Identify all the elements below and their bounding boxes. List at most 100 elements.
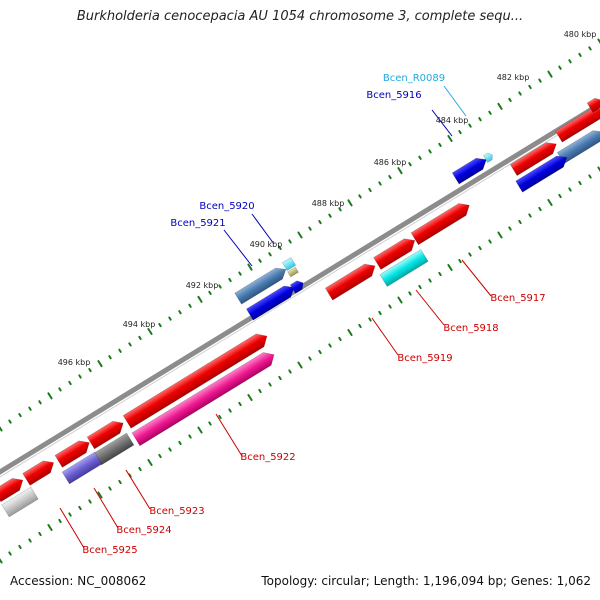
gene-arrow-bcen-5918-upper-shape[interactable] (373, 235, 419, 270)
gene-arrow-bcen-r0089-shape[interactable] (483, 151, 494, 163)
outer-ruler-minor-tick (128, 342, 132, 347)
inner-ruler-major-tick (597, 166, 600, 172)
outer-ruler-minor-tick (208, 290, 212, 295)
gene-arrow-small-blue[interactable] (289, 279, 305, 294)
gene-arrow-left-4-shape[interactable] (0, 474, 26, 503)
outer-ruler-major-tick (397, 167, 403, 175)
gene-arrow-bcen-5920[interactable] (281, 257, 297, 271)
gene-label-bcen-5923[interactable]: Bcen_5923 (149, 506, 204, 517)
outer-ruler-minor-tick (278, 245, 282, 250)
inner-ruler-minor-tick (228, 408, 232, 413)
outer-ruler-minor-tick (558, 65, 562, 70)
gene-arrow-outer-3-shape[interactable] (509, 138, 559, 177)
gene-label-bcen-5917[interactable]: Bcen_5917 (490, 293, 545, 304)
inner-ruler-major-tick (147, 459, 153, 466)
gene-arrow-left-3-shape[interactable] (22, 457, 58, 486)
gene-arrow-bcen-5925[interactable] (1, 486, 39, 518)
gene-arrow-bcen-5925-shape[interactable] (1, 486, 39, 518)
gene-arrow-bcen-5916-neighbor[interactable] (515, 152, 571, 193)
gene-arrow-left-3[interactable] (22, 457, 58, 486)
gene-label-bcen-5918[interactable]: Bcen_5918 (443, 323, 498, 334)
outer-ruler-minor-tick (528, 84, 532, 90)
outer-ruler-minor-tick (78, 374, 82, 379)
outer-ruler-major-tick (547, 70, 553, 78)
gene-arrow-bcen-5917-upper-shape[interactable] (410, 199, 473, 246)
leader-bcen-5918 (415, 289, 445, 326)
inner-ruler-minor-tick (338, 336, 342, 342)
gene-arrow-bcen-5924[interactable] (61, 451, 103, 485)
outer-ruler-minor-tick (18, 413, 22, 418)
gene-arrow-bcen-5921-shape[interactable] (234, 264, 290, 305)
inner-ruler-minor-tick (278, 375, 282, 381)
outer-ruler-minor-tick (378, 181, 382, 186)
gene-arrow-lower-blue-shape[interactable] (246, 282, 297, 321)
gene-arrow-small-blue-shape[interactable] (289, 279, 305, 294)
gene-arrow-bcen-5916-neighbor-shape[interactable] (515, 152, 571, 193)
gene-arrow-outer-2-shape[interactable] (586, 96, 600, 113)
gene-arrow-bcen-5917-upper[interactable] (410, 199, 473, 246)
gene-arrow-bcen-5918[interactable] (379, 249, 429, 287)
inner-ruler-major-tick (0, 558, 3, 564)
outer-ruler-major-tick (97, 360, 103, 368)
inner-ruler-major-tick (247, 394, 253, 401)
gene-arrow-bcen-5919-shape[interactable] (324, 260, 378, 301)
outer-ruler-minor-tick (168, 316, 172, 321)
gene-label-bcen-5919[interactable]: Bcen_5919 (397, 353, 452, 364)
inner-ruler-minor-tick (428, 278, 432, 283)
inner-ruler-major-tick (47, 524, 53, 531)
ruler-label-484: 484 kbp (436, 116, 469, 125)
inner-ruler-minor-tick (538, 206, 542, 212)
gene-arrow-bcen-5922-red-shape[interactable] (122, 330, 271, 429)
gene-arrow-left-1-shape[interactable] (86, 417, 127, 450)
gene-arrow-outer-1[interactable] (555, 104, 600, 143)
gene-arrow-bcen-5918-shape[interactable] (379, 249, 429, 287)
gene-arrow-lower-blue[interactable] (246, 282, 297, 321)
gene-arrow-bcen-5922[interactable] (131, 348, 278, 447)
inner-ruler-minor-tick (238, 401, 242, 407)
gene-arrow-bcen-5921[interactable] (234, 264, 290, 305)
inner-ruler-minor-tick (528, 213, 532, 218)
gene-arrow-left-2[interactable] (54, 437, 93, 468)
gene-label-bcen-r0089[interactable]: Bcen_R0089 (383, 73, 445, 84)
gene-arrow-bcen-5920-b-shape[interactable] (287, 266, 299, 278)
outer-ruler-minor-tick (338, 207, 342, 212)
gene-arrow-bcen-5919[interactable] (324, 260, 378, 301)
gene-arrow-bcen-5920-b[interactable] (287, 266, 299, 278)
gene-arrow-bcen-5924-shape[interactable] (61, 451, 103, 485)
outer-ruler-major-tick (597, 38, 600, 44)
gene-arrow-bcen-5918-upper[interactable] (373, 235, 419, 270)
gene-arrow-bcen-5916[interactable] (451, 154, 489, 185)
gene-arrow-outer-3[interactable] (509, 138, 559, 177)
gene-label-bcen-5922[interactable]: Bcen_5922 (240, 452, 295, 463)
outer-ruler-minor-tick (158, 323, 162, 328)
gene-arrow-bcen-5922-red[interactable] (122, 330, 271, 429)
gene-arrow-left-2-shape[interactable] (54, 437, 93, 468)
inner-ruler-minor-tick (178, 440, 182, 446)
gene-arrow-left-1[interactable] (86, 417, 127, 450)
gene-arrow-outer-1-shape[interactable] (555, 104, 600, 143)
gene-label-bcen-5920[interactable]: Bcen_5920 (199, 201, 254, 212)
gene-arrow-left-4[interactable] (0, 474, 26, 503)
ruler-label-480: 480 kbp (564, 30, 597, 39)
outer-ruler-minor-tick (408, 162, 412, 167)
outer-ruler-major-tick (347, 199, 353, 207)
outer-ruler-minor-tick (88, 368, 92, 373)
gene-arrow-bcen-5916-shape[interactable] (451, 154, 489, 185)
ruler-label-488: 488 kbp (312, 199, 345, 208)
gene-label-bcen-5921[interactable]: Bcen_5921 (170, 218, 225, 229)
gene-label-bcen-5916[interactable]: Bcen_5916 (366, 90, 421, 101)
gene-label-bcen-5925[interactable]: Bcen_5925 (82, 545, 137, 556)
outer-ruler-minor-tick (508, 97, 512, 102)
gene-arrow-bcen-r0089[interactable] (483, 151, 494, 163)
inner-ruler-minor-tick (58, 518, 62, 524)
outer-ruler-minor-tick (258, 258, 262, 263)
gene-arrow-bcen-5922-shape[interactable] (131, 348, 278, 447)
gene-arrow-outer-2[interactable] (586, 96, 600, 113)
gene-label-bcen-5924[interactable]: Bcen_5924 (116, 525, 171, 536)
leader-bcen-5916 (431, 109, 453, 137)
outer-ruler-major-tick (447, 135, 453, 142)
gene-arrow-bcen-5920-shape[interactable] (281, 257, 297, 271)
inner-ruler-minor-tick (558, 193, 562, 199)
